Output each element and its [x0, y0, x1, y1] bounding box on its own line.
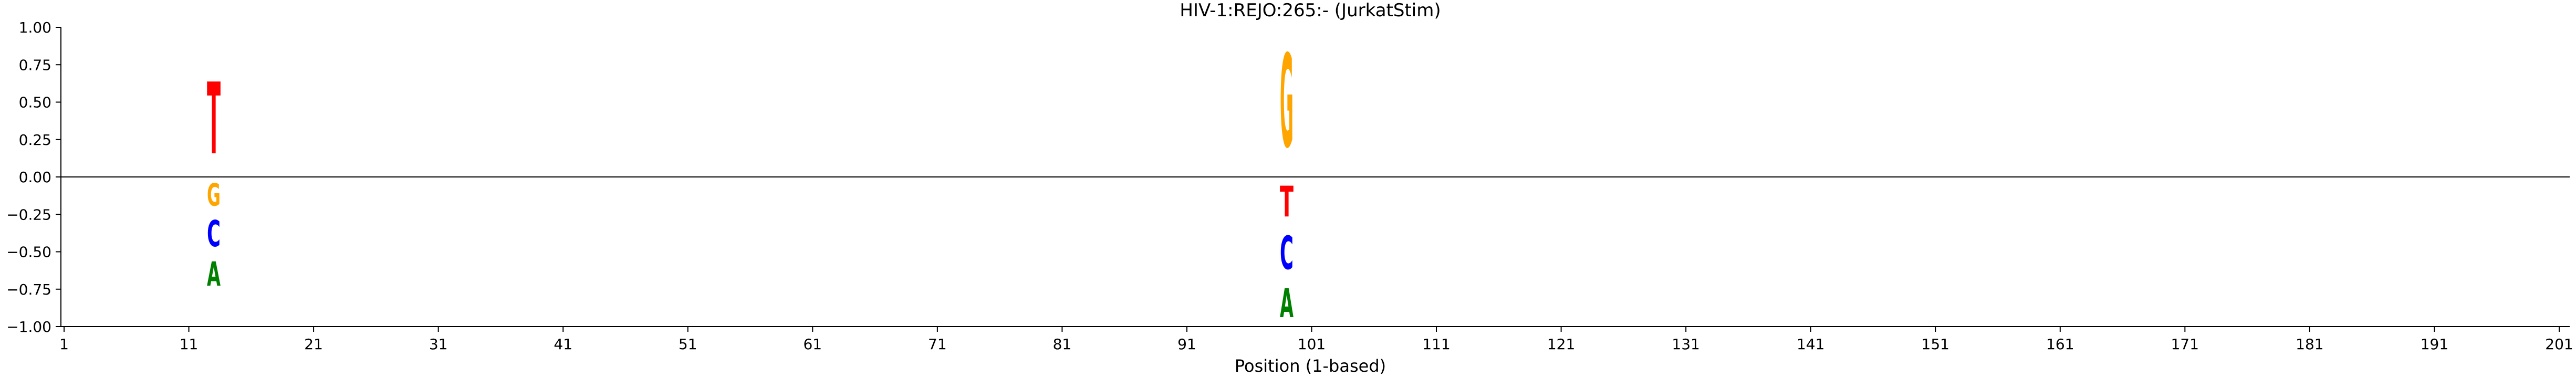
x-tick-label: 91: [1177, 336, 1196, 353]
x-tick-label: 11: [180, 336, 199, 353]
logo-letter-c: C: [1280, 226, 1294, 280]
x-tick-label: 131: [1672, 336, 1699, 353]
logo-letter-t: T: [207, 61, 221, 176]
axes: [60, 27, 2570, 327]
y-tick-label: 1.00: [19, 19, 51, 36]
y-tick-label: 0.75: [19, 56, 51, 74]
x-axis-label: Position (1-based): [1235, 356, 1386, 376]
x-tick-label: 181: [2296, 336, 2323, 353]
x-tick-label: 101: [1298, 336, 1326, 353]
logo-letter-glyph: A: [1280, 280, 1294, 327]
logo-letter-glyph: T: [1280, 177, 1294, 226]
x-tick-label: 31: [429, 336, 448, 353]
logo-letter-a: A: [1280, 280, 1294, 327]
logo-letter-a: A: [207, 255, 221, 294]
x-tick-label: 81: [1053, 336, 1072, 353]
y-tick-label: −1.00: [6, 318, 51, 336]
y-tick-label: −0.50: [6, 244, 51, 261]
x-tick-label: 71: [928, 336, 947, 353]
logo-letter-glyph: A: [207, 255, 221, 294]
x-tick-label: 201: [2545, 336, 2573, 353]
x-axis-ticks: 1 11 21 31 41 51 61 71 81 91 101 111 121 131 141 151 161…: [59, 327, 2573, 353]
logo-letter-glyph: C: [207, 213, 221, 255]
x-tick-label: 141: [1797, 336, 1824, 353]
x-tick-label: 161: [2046, 336, 2074, 353]
logo-letter-g: G: [207, 177, 221, 213]
logo-letter-glyph: T: [207, 61, 221, 176]
x-tick-label: 41: [554, 336, 572, 353]
x-tick-label: 1: [59, 336, 69, 353]
y-tick-label: −0.25: [6, 206, 51, 223]
x-tick-label: 151: [1922, 336, 1949, 353]
y-tick-label: 0.25: [19, 131, 51, 149]
x-tick-label: 121: [1547, 336, 1575, 353]
logo-letter-t: T: [1280, 177, 1294, 226]
logo-letter-c: C: [207, 213, 221, 255]
x-tick-label: 171: [2171, 336, 2199, 353]
chart-title: HIV-1:REJO:265:- (JurkatStim): [1180, 0, 1441, 21]
logo-letter-glyph: C: [1280, 226, 1294, 280]
logo-letter-glyph: G: [207, 177, 221, 213]
y-axis-ticks: 1.00 0.75 0.50 0.25 0.00 −0.25 −0.50 −0.75 −1.00: [6, 19, 61, 336]
x-tick-label: 191: [2421, 336, 2448, 353]
x-tick-label: 61: [803, 336, 822, 353]
x-tick-label: 21: [304, 336, 323, 353]
y-tick-label: 0.50: [19, 94, 51, 111]
y-tick-label: −0.75: [6, 281, 51, 298]
logo-letter-g: G: [1280, 28, 1294, 176]
y-tick-label: 0.00: [19, 169, 51, 186]
logo-letter-glyph: G: [1280, 28, 1294, 176]
x-tick-label: 51: [679, 336, 697, 353]
x-tick-label: 111: [1422, 336, 1450, 353]
